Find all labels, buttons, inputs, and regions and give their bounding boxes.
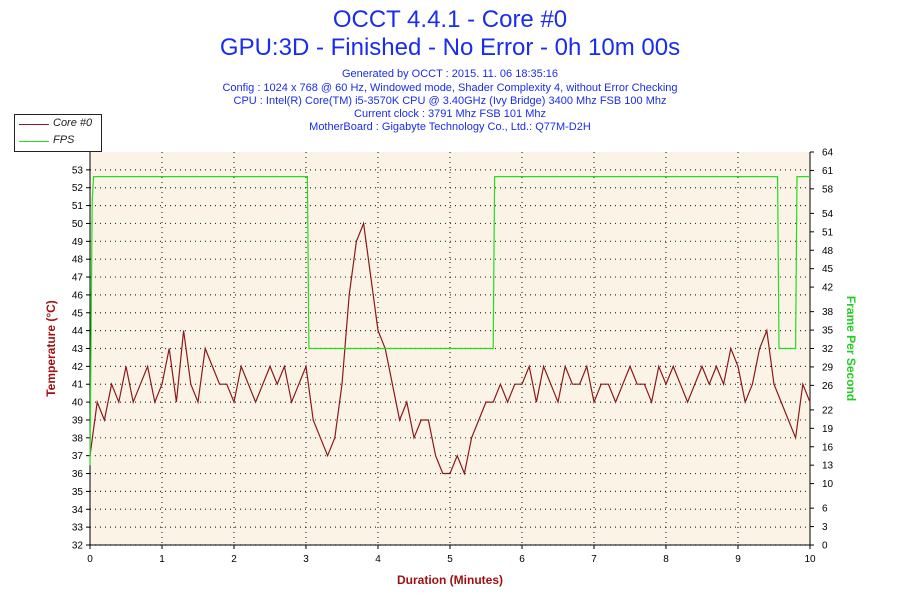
y2-tick-label: 13 [822, 461, 834, 472]
y2-tick-label: 38 [822, 307, 834, 318]
y2-tick-label: 6 [822, 504, 828, 515]
y-tick-label: 47 [72, 273, 84, 284]
y2-tick-label: 26 [822, 381, 834, 392]
y2-axis-label: Frame Per Second [844, 296, 858, 401]
y-tick-label: 43 [72, 344, 84, 355]
y-tick-label: 50 [72, 219, 84, 230]
y-axis-label: Temperature (°C) [44, 300, 58, 397]
y-tick-label: 35 [72, 487, 84, 498]
x-tick-label: 8 [663, 554, 669, 565]
x-tick-label: 6 [519, 554, 525, 565]
y-tick-label: 40 [72, 398, 84, 409]
series-line-core0 [89, 221, 811, 476]
y2-tick-label: 58 [822, 184, 834, 195]
y2-tick-label: 35 [822, 326, 834, 337]
y2-tick-label: 51 [822, 227, 834, 238]
y2-tick-label: 19 [822, 424, 834, 435]
y2-tick-label: 64 [822, 148, 834, 159]
y2-tick-label: 32 [822, 344, 834, 355]
y-tick-label: 42 [72, 362, 84, 373]
chart-title: OCCT 4.4.1 - Core #0 [332, 6, 568, 33]
legend-item-fps: FPS [15, 133, 101, 149]
legend-item-core0: Core #0 [15, 116, 101, 132]
y-tick-label: 48 [72, 255, 84, 266]
y2-tick-label: 48 [822, 246, 834, 257]
y2-tick-label: 0 [822, 541, 828, 552]
x-tick-label: 1 [159, 554, 165, 565]
info-clock: Current clock : 3791 Mhz FSB 101 Mhz [354, 108, 546, 120]
y2-tick-label: 29 [822, 362, 834, 373]
x-axis-label: Duration (Minutes) [397, 573, 503, 587]
x-tick-label: 2 [231, 554, 237, 565]
x-tick-label: 9 [735, 554, 741, 565]
info-generated: Generated by OCCT : 2015. 11. 06 18:35:1… [341, 68, 559, 80]
y-tick-label: 37 [72, 451, 84, 462]
info-config: Config : 1024 x 768 @ 60 Hz, Windowed mo… [222, 82, 678, 94]
y2-tick-label: 10 [822, 479, 834, 490]
legend: Core #0 FPS [14, 114, 102, 152]
info-cpu: CPU : Intel(R) Core(TM) i5-3570K CPU @ 3… [233, 95, 667, 107]
y-tick-label: 38 [72, 433, 84, 444]
x-tick-label: 0 [87, 554, 93, 565]
y-tick-label: 34 [72, 505, 84, 516]
x-tick-label: 5 [447, 554, 453, 565]
x-tick-label: 4 [375, 554, 381, 565]
info-motherboard: MotherBoard : Gigabyte Technology Co., L… [309, 121, 591, 133]
y2-tick-label: 42 [822, 283, 834, 294]
y2-tick-label: 22 [822, 405, 834, 416]
y-tick-label: 44 [72, 326, 84, 337]
chart-subtitle: GPU:3D - Finished - No Error - 0h 10m 00… [219, 34, 681, 61]
legend-swatch-core0 [19, 124, 49, 125]
y2-tick-label: 54 [822, 209, 834, 220]
y-tick-label: 33 [72, 523, 84, 534]
y2-tick-label: 45 [822, 264, 834, 275]
y-tick-label: 32 [72, 541, 84, 552]
y-tick-label: 51 [72, 201, 84, 212]
y-tick-label: 53 [72, 165, 84, 176]
legend-label-core0: Core #0 [53, 117, 93, 129]
y-tick-label: 46 [72, 290, 84, 301]
y-tick-label: 45 [72, 308, 84, 319]
legend-swatch-fps [19, 141, 49, 142]
x-tick-label: 3 [303, 554, 309, 565]
series-line-fps [89, 176, 810, 466]
y-tick-label: 49 [72, 237, 84, 248]
y-tick-label: 36 [72, 469, 84, 480]
y-tick-label: 39 [72, 415, 84, 426]
y2-tick-label: 3 [822, 522, 828, 533]
legend-label-fps: FPS [53, 134, 75, 146]
y2-tick-label: 16 [822, 442, 834, 453]
y-tick-label: 52 [72, 183, 84, 194]
x-tick-label: 10 [804, 554, 816, 565]
y-tick-label: 41 [72, 380, 84, 391]
x-tick-label: 7 [591, 554, 597, 565]
y2-tick-label: 61 [822, 166, 834, 177]
